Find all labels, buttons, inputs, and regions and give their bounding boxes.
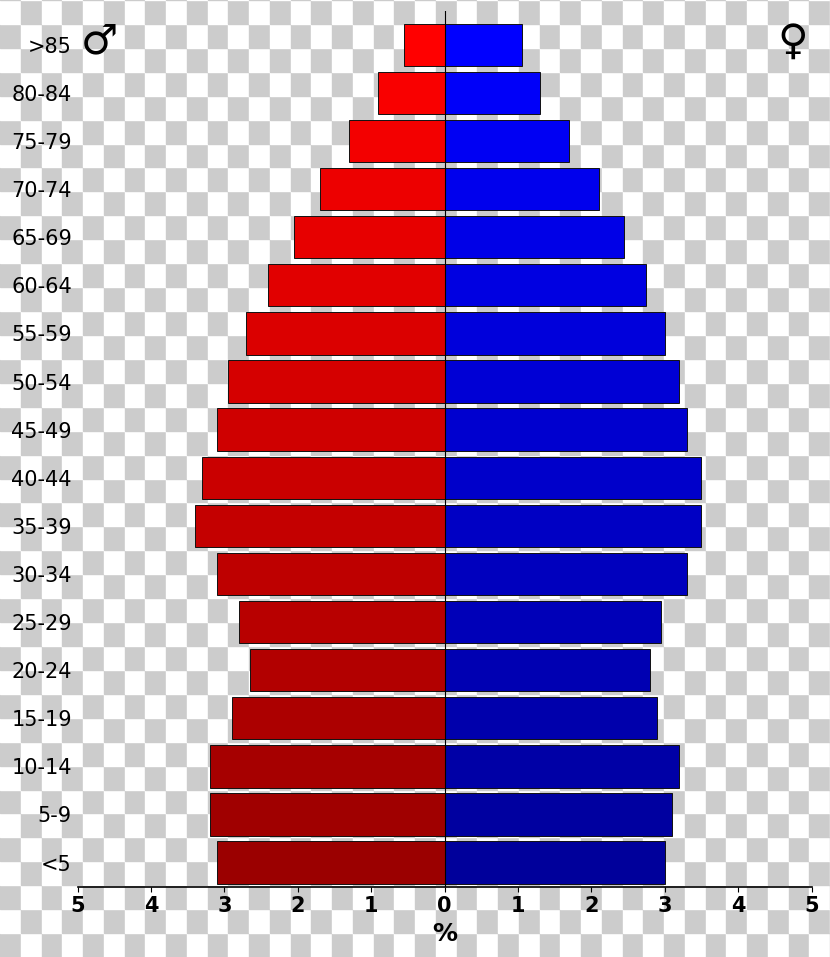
Bar bbox=[445, 72, 540, 114]
Bar bbox=[217, 553, 445, 595]
Text: ♂: ♂ bbox=[81, 21, 119, 63]
Bar bbox=[268, 264, 445, 306]
Bar bbox=[217, 409, 445, 451]
Bar bbox=[445, 312, 665, 355]
Bar bbox=[349, 120, 445, 162]
Bar bbox=[217, 841, 445, 883]
X-axis label: %: % bbox=[432, 922, 457, 946]
Bar bbox=[250, 649, 445, 691]
Bar bbox=[232, 697, 445, 740]
Bar bbox=[445, 697, 657, 740]
Bar bbox=[445, 553, 686, 595]
Bar bbox=[445, 456, 701, 499]
Bar bbox=[195, 504, 445, 547]
Bar bbox=[445, 361, 680, 403]
Bar bbox=[203, 456, 445, 499]
Bar bbox=[210, 793, 445, 835]
Bar bbox=[445, 841, 665, 883]
Bar bbox=[445, 649, 650, 691]
Bar bbox=[247, 312, 445, 355]
Bar bbox=[294, 216, 445, 258]
Bar bbox=[378, 72, 445, 114]
Bar bbox=[445, 24, 521, 66]
Bar bbox=[445, 264, 647, 306]
Bar bbox=[445, 167, 598, 211]
Bar bbox=[445, 504, 701, 547]
Bar bbox=[445, 409, 686, 451]
Bar bbox=[239, 601, 445, 643]
Bar bbox=[228, 361, 445, 403]
Bar bbox=[445, 601, 662, 643]
Bar bbox=[320, 167, 445, 211]
Bar bbox=[210, 746, 445, 788]
Bar bbox=[445, 216, 624, 258]
Text: ♀: ♀ bbox=[778, 21, 808, 63]
Bar bbox=[445, 746, 680, 788]
Bar bbox=[445, 120, 569, 162]
Bar bbox=[445, 793, 672, 835]
Bar bbox=[404, 24, 445, 66]
